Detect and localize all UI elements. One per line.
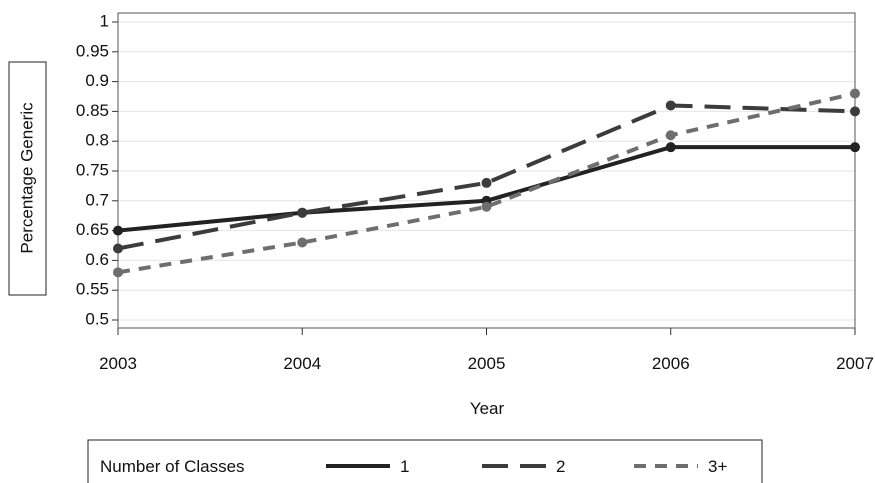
legend-title: Number of Classes [100,457,245,476]
data-point [297,238,307,248]
y-tick-label: 0.6 [85,250,109,269]
data-point [113,267,123,277]
grid-lines [118,22,855,320]
data-point [666,142,676,152]
series-line-1 [118,147,855,230]
y-tick-label: 0.8 [85,131,109,150]
y-tick-label: 0.9 [85,71,109,90]
y-axis-title: Percentage Generic [17,102,36,254]
legend-label-1: 1 [400,457,409,476]
x-tick-label: 2006 [652,354,690,373]
y-tick-label: 0.95 [76,41,109,60]
data-point [113,226,123,236]
y-tick-label: 0.7 [85,190,109,209]
x-axis: 2003 2004 2005 2006 2007 [99,328,874,373]
data-point [297,208,307,218]
y-tick-label: 0.55 [76,280,109,299]
y-tick-label: 0.65 [76,220,109,239]
x-tick-label: 2005 [468,354,506,373]
x-axis-title: Year [470,399,505,418]
data-point [113,243,123,253]
data-point [482,202,492,212]
series-line-2 [118,105,855,248]
y-tick-label: 0.5 [85,309,109,328]
legend: Number of Classes 1 2 3+ [88,440,762,483]
y-tick-label: 0.75 [76,160,109,179]
y-tick-label: 0.85 [76,101,109,120]
x-tick-label: 2007 [836,354,874,373]
y-axis: 0.5 0.55 0.6 0.65 0.7 0.75 0.8 0.85 0.9 0.95 1 [76,11,118,328]
data-point [850,89,860,99]
legend-label-3: 3+ [708,457,727,476]
data-point [850,142,860,152]
data-point [482,178,492,188]
x-tick-label: 2003 [99,354,137,373]
data-point [666,130,676,140]
legend-label-2: 2 [556,457,565,476]
data-point [666,100,676,110]
y-tick-label: 1 [100,11,109,30]
data-point [850,106,860,116]
x-tick-label: 2004 [283,354,321,373]
